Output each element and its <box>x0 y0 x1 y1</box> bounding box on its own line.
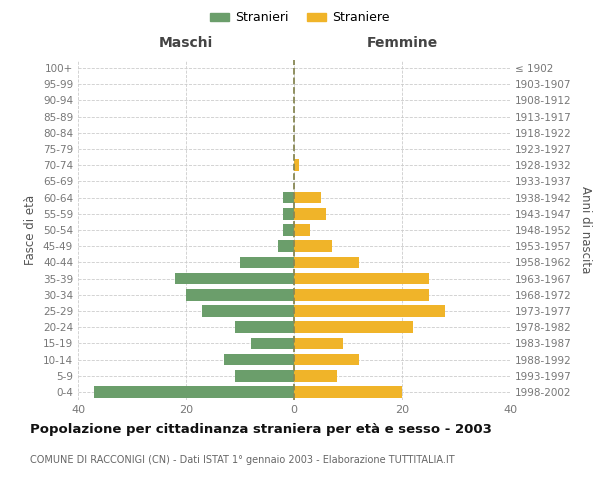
Text: Popolazione per cittadinanza straniera per età e sesso - 2003: Popolazione per cittadinanza straniera p… <box>30 422 492 436</box>
Bar <box>235 322 294 333</box>
Bar <box>294 208 326 220</box>
Bar <box>294 354 359 366</box>
Bar <box>294 305 445 317</box>
Bar <box>94 386 294 398</box>
Text: COMUNE DI RACCONIGI (CN) - Dati ISTAT 1° gennaio 2003 - Elaborazione TUTTITALIA.: COMUNE DI RACCONIGI (CN) - Dati ISTAT 1°… <box>30 455 455 465</box>
Bar <box>202 305 294 317</box>
Y-axis label: Anni di nascita: Anni di nascita <box>578 186 592 274</box>
Text: Femmine: Femmine <box>367 36 437 50</box>
Bar <box>294 160 299 171</box>
Legend: Stranieri, Straniere: Stranieri, Straniere <box>205 6 395 29</box>
Bar <box>294 240 332 252</box>
Bar <box>283 224 294 236</box>
Bar <box>283 192 294 203</box>
Bar <box>240 256 294 268</box>
Bar <box>283 208 294 220</box>
Bar <box>278 240 294 252</box>
Bar <box>294 224 310 236</box>
Bar <box>224 354 294 366</box>
Bar <box>235 370 294 382</box>
Bar <box>294 289 429 300</box>
Bar <box>294 272 429 284</box>
Bar <box>294 338 343 349</box>
Bar <box>294 386 402 398</box>
Bar <box>294 256 359 268</box>
Bar <box>251 338 294 349</box>
Bar <box>175 272 294 284</box>
Text: Maschi: Maschi <box>159 36 213 50</box>
Bar <box>294 322 413 333</box>
Bar <box>186 289 294 300</box>
Y-axis label: Fasce di età: Fasce di età <box>25 195 37 265</box>
Bar <box>294 192 321 203</box>
Bar <box>294 370 337 382</box>
